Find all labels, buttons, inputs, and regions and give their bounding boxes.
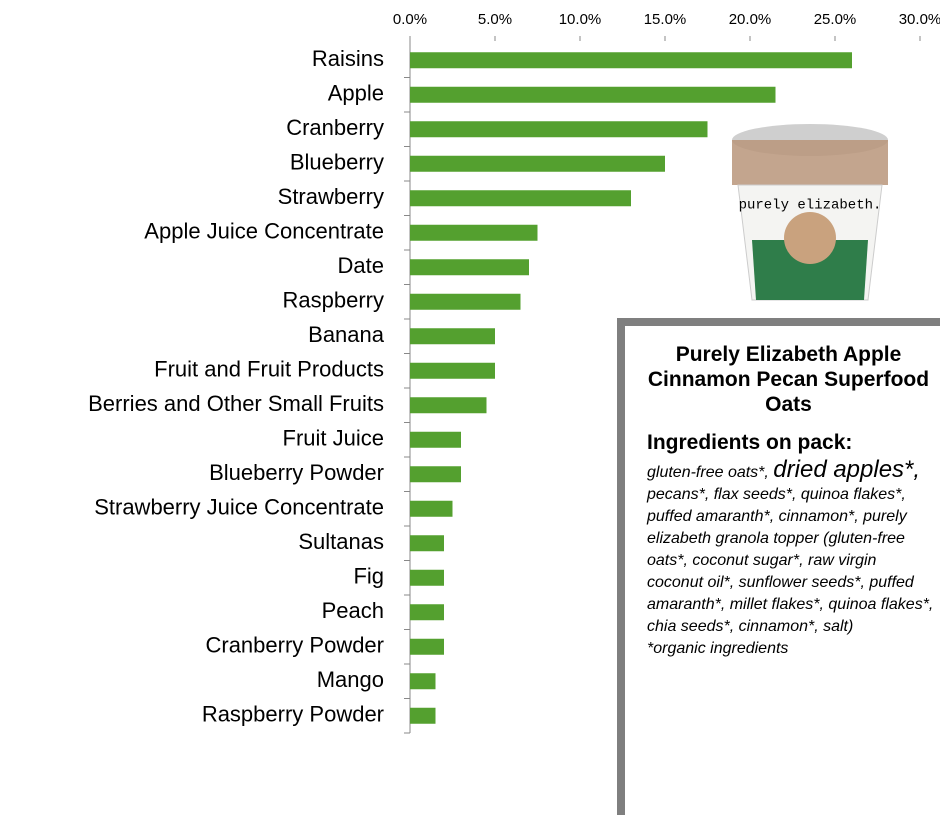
x-tick-label: 0.0% xyxy=(393,11,427,28)
info-title: Purely Elizabeth Apple Cinnamon Pecan Su… xyxy=(647,343,930,416)
y-tick-label: Blueberry Powder xyxy=(209,460,384,485)
x-tick-label: 30.0% xyxy=(899,11,940,28)
y-tick-label: Blueberry xyxy=(290,150,384,175)
bar xyxy=(410,638,444,655)
bar xyxy=(410,431,461,448)
bar xyxy=(410,535,444,552)
bar xyxy=(410,155,665,172)
bar xyxy=(410,673,436,690)
bar xyxy=(410,224,538,241)
ingredients-start: gluten-free oats*, xyxy=(647,464,774,481)
y-tick-label: Cranberry Powder xyxy=(205,633,384,658)
bar xyxy=(410,259,529,276)
bar xyxy=(410,86,776,103)
x-tick-label: 20.0% xyxy=(729,11,772,28)
granola-topper xyxy=(732,140,888,185)
plot: 0.0% 5.0% 10.0% 15.0% 20.0% 25.0% 30.0% Raisins… xyxy=(88,11,940,734)
bar xyxy=(410,397,487,414)
y-tick-label: Fruit Juice xyxy=(283,426,384,451)
x-tick-label: 15.0% xyxy=(644,11,687,28)
y-tick-label: Raspberry xyxy=(283,288,384,313)
bar xyxy=(410,707,436,724)
ingredients-rest: pecans*, flax seeds*, quinoa flakes*, pu… xyxy=(647,486,934,635)
y-tick-label: Apple Juice Concentrate xyxy=(144,219,384,244)
x-tick-label: 10.0% xyxy=(559,11,602,28)
y-tick-label: Fig xyxy=(353,564,384,589)
bar xyxy=(410,604,444,621)
cup-band xyxy=(752,240,868,300)
info-heading: Ingredients on pack: xyxy=(647,431,853,454)
y-tick-label: Mango xyxy=(317,667,384,692)
bar xyxy=(410,190,631,207)
y-tick-label: Berries and Other Small Fruits xyxy=(88,391,384,416)
bar xyxy=(410,293,521,310)
y-tick-label: Raspberry Powder xyxy=(202,702,384,727)
y-tick-label: Cranberry xyxy=(286,115,384,140)
y-tick-label: Banana xyxy=(308,322,385,347)
y-tick-label: Fruit and Fruit Products xyxy=(154,357,384,382)
y-tick-label: Sultanas xyxy=(298,529,384,554)
y-tick-label: Peach xyxy=(322,598,384,623)
footnote: *organic ingredients xyxy=(647,640,789,657)
bar xyxy=(410,52,852,69)
y-tick-label: Apple xyxy=(328,81,384,106)
cup-bowl xyxy=(784,212,836,264)
x-tick-label: 25.0% xyxy=(814,11,857,28)
y-tick-label: Strawberry Juice Concentrate xyxy=(94,495,384,520)
y-tick-label: Date xyxy=(338,253,384,278)
y-tick-label: Raisins xyxy=(312,46,384,71)
y-tick-label: Strawberry xyxy=(278,184,384,209)
x-tick-label: 5.0% xyxy=(478,11,512,28)
bar xyxy=(410,569,444,586)
bar xyxy=(410,362,495,379)
product-label: purely elizabeth. xyxy=(739,198,882,214)
bar xyxy=(410,121,708,138)
bar xyxy=(410,328,495,345)
product-image: purely elizabeth. xyxy=(732,124,888,301)
ingredients: gluten-free oats*, dried apples*, pecans… xyxy=(647,456,936,660)
ingredients-emphasis: dried apples*, xyxy=(773,456,921,483)
info-box: Purely Elizabeth Apple Cinnamon Pecan Su… xyxy=(617,318,940,815)
bar xyxy=(410,500,453,517)
bar xyxy=(410,466,461,483)
